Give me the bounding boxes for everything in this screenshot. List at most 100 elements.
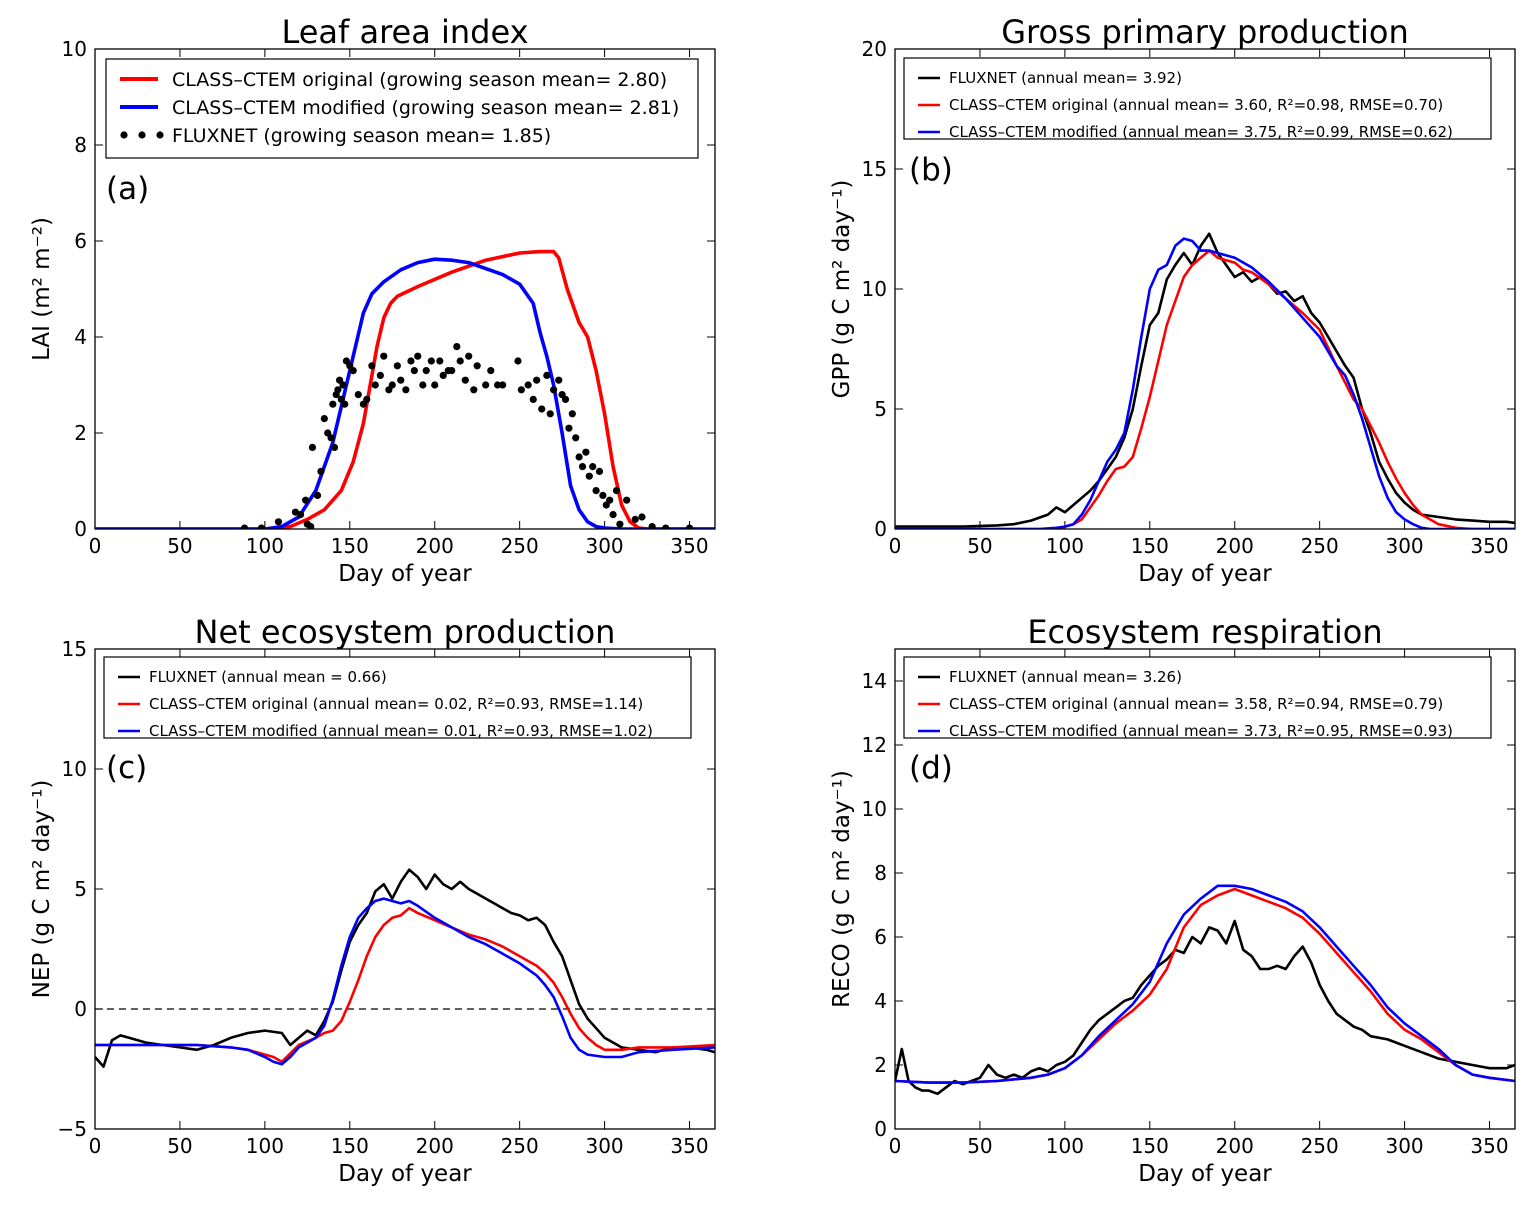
data-point <box>623 496 631 504</box>
data-point <box>612 487 621 495</box>
legend-box <box>105 58 699 159</box>
x-tick-label: 250 <box>1301 534 1339 558</box>
chart-title: Gross primary production <box>1001 13 1409 51</box>
data-point <box>517 386 525 394</box>
data-point <box>368 362 376 370</box>
x-tick-label: 100 <box>246 534 284 558</box>
x-tick-label: 350 <box>670 1134 708 1158</box>
series-line-fluxnet <box>895 232 1515 528</box>
data-point <box>543 371 551 379</box>
data-point <box>499 381 507 389</box>
data-point <box>257 524 266 529</box>
panel-letter: (d) <box>909 750 953 786</box>
y-axis-label: GPP (g C m² day⁻¹) <box>829 180 855 399</box>
data-point <box>470 386 478 394</box>
data-point <box>296 510 305 519</box>
y-tick-label: 14 <box>862 669 887 693</box>
x-tick-label: 100 <box>246 1134 284 1158</box>
y-tick-label: 0 <box>74 517 87 541</box>
data-point <box>422 367 430 375</box>
chart-title: Ecosystem respiration <box>1027 613 1382 651</box>
data-point <box>592 487 600 495</box>
data-point <box>461 376 469 384</box>
x-tick-label: 300 <box>585 1134 623 1158</box>
data-point <box>330 443 339 451</box>
x-tick-label: 100 <box>1046 534 1084 558</box>
series-line-fluxnet <box>895 919 1515 1096</box>
data-point <box>582 448 590 456</box>
data-point <box>313 491 322 499</box>
legend: CLASS–CTEM original (growing season mean… <box>105 58 699 159</box>
data-point <box>414 352 422 360</box>
x-tick-label: 300 <box>1385 1134 1423 1158</box>
y-tick-label: 6 <box>874 925 887 949</box>
panel-b: Gross primary production Day of year GPP (… <box>829 13 1516 587</box>
y-tick-label: 15 <box>862 157 887 181</box>
y-tick-label: 0 <box>874 517 887 541</box>
series-line-class-ctem-original <box>895 249 1515 529</box>
data-point <box>453 343 461 351</box>
data-point <box>529 395 537 403</box>
series-line-class-ctem-original <box>95 906 715 1064</box>
y-tick-label: 8 <box>874 861 887 885</box>
data-point <box>427 357 435 365</box>
data-point <box>568 410 576 418</box>
x-tick-label: 350 <box>1470 1134 1508 1158</box>
data-point <box>473 362 481 370</box>
data-point <box>465 352 473 360</box>
data-point <box>302 496 310 504</box>
y-tick-label: 4 <box>74 325 87 349</box>
panel-letter: (b) <box>909 152 953 188</box>
data-point <box>436 357 444 365</box>
series-line-class-ctem-modified <box>95 897 715 1066</box>
plot-area <box>95 249 715 529</box>
series-line-class-ctem-modified <box>895 237 1515 529</box>
y-tick-label: 10 <box>62 757 87 781</box>
data-point <box>431 381 439 389</box>
y-tick-label: 6 <box>74 229 87 253</box>
data-point <box>380 352 388 360</box>
data-point <box>349 367 357 375</box>
data-point <box>638 513 646 521</box>
x-axis-label: Day of year <box>338 1161 472 1187</box>
data-point <box>524 381 532 389</box>
data-point <box>397 376 405 384</box>
legend-label: CLASS–CTEM original (annual mean= 3.60, … <box>949 96 1443 114</box>
y-tick-label: 12 <box>862 733 887 757</box>
y-tick-label: 5 <box>874 397 887 421</box>
panel-letter: (a) <box>106 171 149 207</box>
y-tick-label: 8 <box>74 133 87 157</box>
series-line-class-ctem-modified <box>895 884 1515 1084</box>
data-point <box>685 524 694 529</box>
y-tick-label: 15 <box>62 637 87 661</box>
legend-label: FLUXNET (annual mean= 3.92) <box>949 69 1182 87</box>
legend-label: FLUXNET (annual mean= 3.26) <box>949 668 1182 686</box>
legend-label: CLASS–CTEM original (annual mean= 0.02, … <box>149 695 643 713</box>
data-point <box>410 367 418 375</box>
legend-box <box>903 656 1492 739</box>
x-tick-label: 150 <box>1131 534 1169 558</box>
data-point <box>439 371 447 379</box>
panel-d: Ecosystem respiration Day of year RECO (g … <box>829 613 1516 1187</box>
legend-label: CLASS–CTEM original (growing season mean… <box>172 69 667 91</box>
x-tick-label: 150 <box>1131 1134 1169 1158</box>
x-tick-label: 200 <box>1216 1134 1254 1158</box>
y-tick-label: 2 <box>74 421 87 445</box>
x-tick-label: 200 <box>416 534 454 558</box>
data-point <box>575 453 583 461</box>
legend-label: CLASS–CTEM original (annual mean= 3.58, … <box>949 695 1443 713</box>
x-tick-label: 50 <box>967 534 992 558</box>
data-point <box>341 400 349 408</box>
legend-box <box>103 656 692 739</box>
data-point <box>317 467 325 475</box>
data-point <box>595 467 604 475</box>
data-point <box>514 357 522 365</box>
plot-area <box>895 884 1515 1096</box>
x-tick-label: 0 <box>89 1134 102 1158</box>
series-fluxnet-points <box>240 343 694 529</box>
data-point <box>572 434 580 442</box>
y-axis-label: NEP (g C m² day⁻¹) <box>29 780 55 999</box>
axes-frame <box>894 48 1516 530</box>
data-point <box>482 381 490 389</box>
